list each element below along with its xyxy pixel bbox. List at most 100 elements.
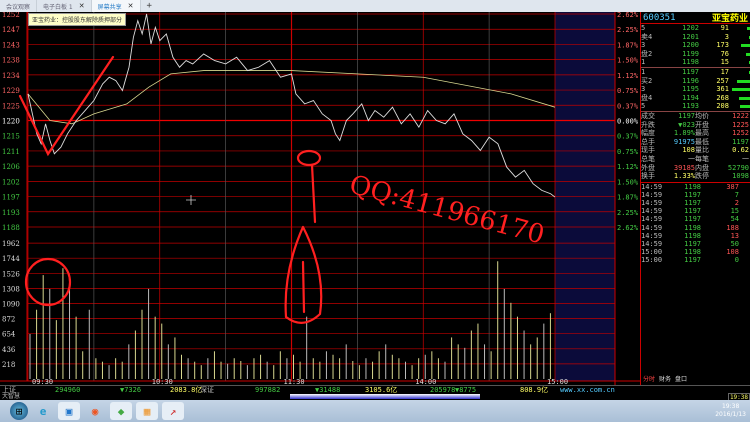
tab-screen-share[interactable]: 屏幕共享 ✕ xyxy=(91,0,141,12)
tab-orderbook[interactable]: 盘口 xyxy=(675,376,688,383)
close-icon[interactable]: ✕ xyxy=(127,2,134,10)
level-price: 1198 xyxy=(682,58,699,67)
stat-value: 1.89% xyxy=(673,129,695,138)
pct-tick-label: 1.50% xyxy=(617,57,639,65)
order-book-row: 1 1197 17 xyxy=(641,68,750,77)
level-label: 3 xyxy=(641,85,646,94)
order-book-row: 盘4 1194 268 xyxy=(641,94,750,103)
stat-value: 1252 xyxy=(732,129,749,138)
tab-meeting[interactable]: 会议观察 xyxy=(0,0,38,12)
bid-list: 1 1197 17 买2 1196 257 3 1195 361 盘4 1194 268 5 1193 20… xyxy=(641,66,750,111)
level-price: 1193 xyxy=(682,102,699,111)
tab-timeshare[interactable]: 分时 xyxy=(643,376,656,383)
stock-app-icon[interactable]: ↗ xyxy=(162,402,184,420)
stat-value: 1197 xyxy=(678,111,695,120)
tick-time: 14:59 xyxy=(641,190,663,199)
tick-volume: 188 xyxy=(726,223,739,232)
tab-finance[interactable]: 财务 xyxy=(659,376,672,383)
stat-label: 换手 xyxy=(641,172,655,181)
tick-volume: 2 xyxy=(734,199,739,208)
stat-value: 一 xyxy=(688,154,695,163)
stat-row: 现手 108 量比 0.62 xyxy=(641,146,750,155)
stat-label: 总手 xyxy=(641,137,655,146)
tick-row: 14:59 1197 50 xyxy=(641,240,750,248)
price-tick-label: 1206 xyxy=(2,163,20,171)
annotation-boat-shape xyxy=(284,163,323,324)
media-player-icon[interactable]: ◉ xyxy=(91,404,99,418)
app-window-icon[interactable]: ▣ xyxy=(58,402,80,420)
tick-volume: 387 xyxy=(726,182,739,191)
volume-tick-label: 218 xyxy=(2,361,15,369)
index-info-item: 997882 xyxy=(255,386,281,394)
pct-tick-label: 1.12% xyxy=(617,163,639,171)
pct-tick-label: 0.37% xyxy=(617,133,639,141)
stat-row: 成交 1197 均价 1222 xyxy=(641,112,750,121)
time-tick-label: 14:00 xyxy=(415,378,436,385)
time-tick-label: 10:30 xyxy=(152,378,173,385)
pct-tick-label: 0.37% xyxy=(617,102,639,110)
stat-label: 开盘 xyxy=(695,120,709,129)
order-book-row: 3 1200 173 xyxy=(641,41,750,50)
index-info-item: 上证 xyxy=(2,386,16,394)
start-orb-icon[interactable]: ⊞ xyxy=(10,402,28,420)
clock-date: 2016/1/13 xyxy=(715,411,746,418)
time-tick-label: 15:00 xyxy=(547,378,568,385)
tick-price: 1198 xyxy=(684,223,701,232)
tab-label: 屏幕共享 xyxy=(97,3,122,11)
progress-strip xyxy=(290,394,480,399)
ie-icon[interactable]: e xyxy=(39,404,47,418)
system-clock[interactable]: 19:38 2016/1/13 xyxy=(715,403,746,419)
stats-table: 成交 1197 均价 1222 升跌 ▼023 开盘 1225 幅度 1.89% 最高 1252 总手 9… xyxy=(641,110,750,181)
stat-row: 外盘 39185 内盘 52790 xyxy=(641,164,750,173)
tick-row: 14:59 1197 15 xyxy=(641,207,750,215)
level-volume: 17 xyxy=(720,67,729,76)
news-tooltip: 亚宝药业：控股股东解除质押部分 xyxy=(28,13,127,26)
order-book-row: 5 1193 208 xyxy=(641,102,750,111)
volume-bar xyxy=(748,61,750,65)
tick-row: 14:59 1198 13 xyxy=(641,232,750,240)
volume-tick-label: 872 xyxy=(2,316,15,324)
stat-value: 一 xyxy=(742,154,749,163)
level-volume: 268 xyxy=(716,93,729,102)
calendar-app-icon[interactable]: ▦ xyxy=(136,402,158,420)
index-info-item: ▼7326 xyxy=(120,386,142,394)
close-icon[interactable]: ✕ xyxy=(78,2,85,10)
level-label: 1 xyxy=(641,58,646,67)
new-tab-button[interactable]: + xyxy=(146,1,152,11)
app-green-icon[interactable]: ◆ xyxy=(110,402,132,420)
price-tick-label: 1247 xyxy=(2,26,20,34)
level-label: 卖4 xyxy=(641,32,653,41)
price-tick-label: 1225 xyxy=(2,102,20,110)
level-label: 盘4 xyxy=(641,93,653,102)
price-tick-label: 1243 xyxy=(2,41,20,49)
tick-row: 14:59 1197 7 xyxy=(641,191,750,199)
pct-tick-label: 1.87% xyxy=(617,41,639,49)
price-tick-label: 1197 xyxy=(2,194,20,202)
stock-code: 600351 xyxy=(643,12,676,23)
stat-label: 内盘 xyxy=(695,163,709,172)
tab-label: 会议观察 xyxy=(6,3,31,11)
stat-label: 最高 xyxy=(695,129,709,138)
price-tick-label: 1188 xyxy=(2,224,20,232)
level-label: 1 xyxy=(641,67,646,76)
volume-tick-label: 1744 xyxy=(2,255,20,263)
clock-time: 19:38 xyxy=(721,403,740,410)
stat-value: 1.33% xyxy=(673,172,695,181)
level-label: 买2 xyxy=(641,76,653,85)
stat-label: 量比 xyxy=(695,146,709,155)
tick-price: 1197 xyxy=(684,240,701,248)
level-volume: 91 xyxy=(720,24,729,32)
tab-whiteboard[interactable]: 电子白板 1 ✕ xyxy=(37,0,92,12)
panel-tabs: 分时 财务 盘口 xyxy=(641,374,687,383)
app-name: 大智慧 xyxy=(2,393,21,400)
index-info-item: 294960 xyxy=(55,386,81,394)
tick-time: 14:59 xyxy=(641,207,663,216)
level-price: 1196 xyxy=(682,76,699,85)
tick-price: 1197 xyxy=(684,256,701,265)
tick-row: 15:00 1198 108 xyxy=(641,248,750,256)
volume-tick-label: 1526 xyxy=(2,270,20,278)
time-tick-label: 09:30 xyxy=(32,378,53,385)
intraday-chart[interactable]: 1252 2.62% 1247 2.25% 1243 1.87% 1238 1.50% 1234… xyxy=(0,12,640,385)
volume-bar xyxy=(741,44,750,48)
tick-volume: 15 xyxy=(730,207,739,216)
